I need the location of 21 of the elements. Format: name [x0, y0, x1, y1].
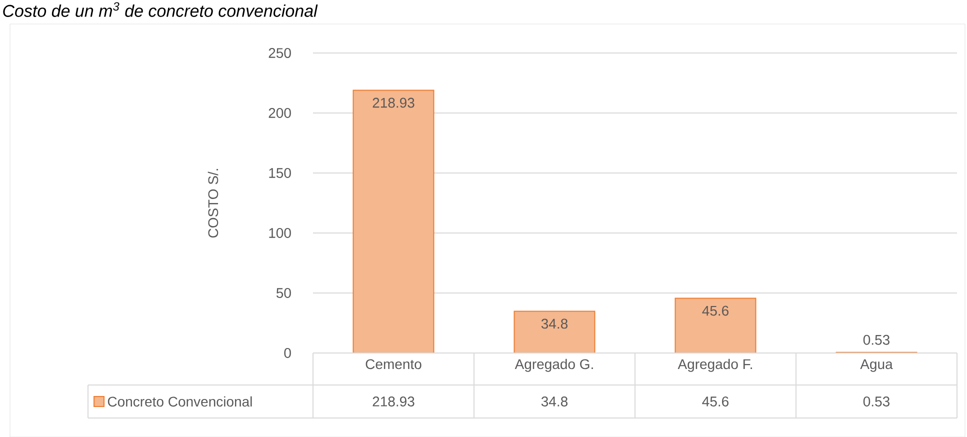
text: 218.93 [372, 98, 414, 108]
data-label: 0.53 [863, 396, 890, 406]
y-tick-label: 250 [268, 48, 291, 58]
legend-label: Concreto Convencional [108, 396, 252, 407]
text: Costo de un m$^{3}$ de concreto convencional [3, 2, 318, 17]
y-tick-label: 100 [269, 228, 291, 238]
y-axis-title: COSTO S/. [208, 168, 218, 238]
y-tick-label: 50 [276, 288, 291, 298]
x-tick-label: Cemento [366, 359, 422, 370]
data-label: 45.6 [702, 396, 728, 406]
x-tick-label: Agua [860, 359, 893, 372]
data-label: 34.8 [541, 396, 568, 406]
y-tick-label: 150 [269, 168, 291, 178]
text: 34.8 [541, 318, 568, 329]
x-tick-label: Agregado G. [514, 358, 593, 372]
text: 0.53 [863, 334, 890, 345]
text: 45.6 [702, 306, 728, 316]
x-tick-label: Agregado F. [678, 358, 752, 372]
y-tick-label: 200 [268, 108, 291, 118]
y-tick-label: 0 [284, 348, 291, 358]
data-label: 218.93 [372, 396, 414, 406]
